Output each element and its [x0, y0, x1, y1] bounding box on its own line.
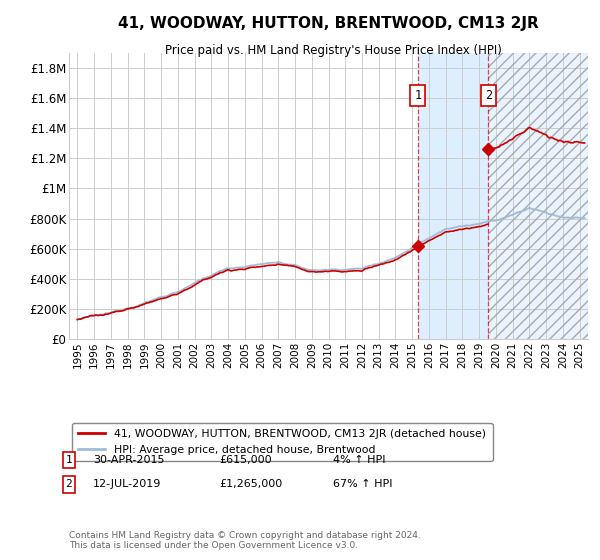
- Text: 2: 2: [65, 479, 73, 489]
- Bar: [488, 53, 588, 339]
- Text: Price paid vs. HM Land Registry's House Price Index (HPI): Price paid vs. HM Land Registry's House …: [164, 44, 502, 57]
- Text: 2: 2: [485, 89, 492, 102]
- Text: Contains HM Land Registry data © Crown copyright and database right 2024.
This d: Contains HM Land Registry data © Crown c…: [69, 530, 421, 550]
- Legend: 41, WOODWAY, HUTTON, BRENTWOOD, CM13 2JR (detached house), HPI: Average price, d: 41, WOODWAY, HUTTON, BRENTWOOD, CM13 2JR…: [72, 423, 493, 461]
- Text: 67% ↑ HPI: 67% ↑ HPI: [333, 479, 392, 489]
- Text: 4% ↑ HPI: 4% ↑ HPI: [333, 455, 386, 465]
- Text: £1,265,000: £1,265,000: [219, 479, 282, 489]
- Text: £615,000: £615,000: [219, 455, 272, 465]
- Title: 41, WOODWAY, HUTTON, BRENTWOOD, CM13 2JR: 41, WOODWAY, HUTTON, BRENTWOOD, CM13 2JR: [118, 16, 539, 31]
- Text: 30-APR-2015: 30-APR-2015: [93, 455, 164, 465]
- Bar: [488, 53, 588, 339]
- Text: 1: 1: [65, 455, 73, 465]
- Bar: [418, 53, 488, 339]
- Text: 1: 1: [414, 89, 421, 102]
- Text: 12-JUL-2019: 12-JUL-2019: [93, 479, 161, 489]
